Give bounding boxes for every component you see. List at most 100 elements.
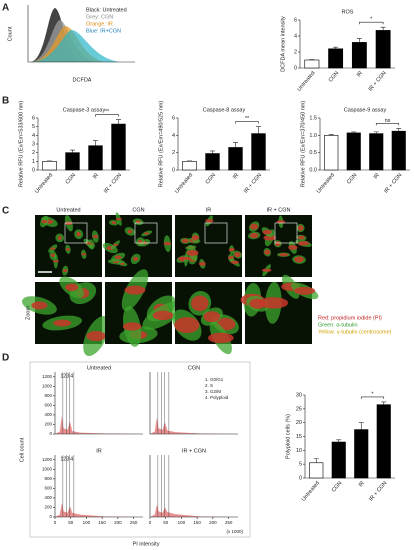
gate-legend: 3. G2/M: [205, 389, 221, 394]
x-tick-label: IR: [232, 172, 240, 180]
micrograph: [102, 212, 172, 277]
y-tick-label: 1000: [42, 383, 53, 388]
significance: *: [370, 17, 373, 23]
error-bar: [336, 439, 342, 443]
y-tick-label: 1: [32, 159, 35, 165]
y-tick-label: 2: [294, 49, 297, 55]
nucleus: [133, 256, 139, 262]
nucleus: [198, 261, 206, 266]
significance: **: [105, 109, 110, 115]
column-label: IR: [206, 207, 212, 213]
x-tick-label: CGN: [65, 172, 77, 185]
nucleus: [186, 249, 199, 256]
y-tick-label: 0: [32, 167, 35, 173]
y-tick-label: 5: [299, 462, 302, 468]
nucleus: [258, 297, 289, 309]
axis: [54, 455, 143, 518]
legend-entry: Green: α-tubulin: [318, 322, 358, 328]
nucleus: [135, 220, 141, 224]
x-tick-label: IR: [92, 172, 100, 180]
nucleus: [234, 251, 241, 258]
nucleus: [115, 217, 122, 221]
x-tick-label: Untreated: [316, 172, 336, 194]
x-tick-label: 0: [54, 520, 57, 525]
gate-label: 4: [70, 456, 73, 462]
nucleus: [85, 242, 92, 245]
gate-label: 3: [66, 456, 69, 462]
bar: [65, 152, 80, 171]
nucleus: [111, 221, 117, 225]
x-tick-label: Untreated: [296, 70, 316, 92]
y-tick-label: 10: [296, 448, 302, 454]
x-tick-label: IR + CGN: [103, 172, 123, 194]
histogram-area: [150, 504, 238, 517]
panel-title: IR + CGN: [182, 448, 206, 454]
micrograph: [105, 269, 184, 347]
x-tick-label: CGN: [331, 480, 343, 493]
y-tick-label: 30: [296, 392, 302, 398]
y-tick-label: 6: [172, 115, 175, 121]
nucleus: [152, 310, 174, 321]
y-tick-label: 2: [172, 150, 175, 156]
x-tick-label: CGN: [328, 70, 340, 83]
x-tick-label: 250: [225, 520, 233, 525]
nucleus: [294, 286, 316, 295]
nucleus: [181, 238, 189, 243]
x-tick-label: Untreated: [301, 480, 321, 502]
x-tick-label: IR: [356, 70, 364, 78]
axis: [54, 372, 143, 435]
y-tick-label: 4: [294, 33, 297, 39]
error-bar: [328, 133, 334, 136]
bar: [369, 133, 384, 171]
zoom-box: [134, 222, 158, 244]
gate-legend: 1. G0/G1: [205, 377, 224, 382]
y-tick-label: 4: [172, 133, 175, 139]
y-axis-label: Polyploid cells (%): [285, 414, 291, 459]
error-bar: [93, 140, 98, 146]
y-tick-label: 800: [44, 393, 52, 398]
chart-title: Caspase-9 assay: [344, 107, 387, 113]
x-axis-label: PI intensity: [133, 541, 160, 547]
gate-legend: 2. S: [205, 383, 213, 388]
panel-title: IR: [96, 448, 102, 454]
bar: [354, 429, 369, 479]
nucleus: [65, 247, 70, 251]
histogram-area: [150, 417, 238, 434]
y-axis-label: Count: [7, 26, 13, 41]
error-bar: [333, 46, 339, 49]
nucleus: [297, 225, 304, 231]
x-tick-label: 100: [178, 520, 186, 525]
y-tick-label: 400: [44, 495, 52, 500]
nucleus: [174, 317, 200, 334]
column-label: CGN: [132, 207, 144, 213]
nucleus: [288, 245, 298, 250]
x-tick-label: IR: [358, 480, 366, 488]
nucleus: [52, 260, 60, 263]
y-tick-label: 3: [32, 141, 35, 147]
y-tick-label: 1.0: [309, 133, 317, 139]
y-axis-label: Relative RFU (Ex/Em=490/525 nm): [158, 101, 164, 188]
significance-bracket: [359, 21, 384, 25]
error-bar: [356, 38, 362, 43]
zoom-box: [64, 222, 88, 244]
nucleus: [76, 231, 81, 237]
significance-bracket: [235, 121, 259, 124]
error-bar: [210, 150, 215, 154]
nucleus: [264, 249, 271, 255]
bar: [182, 161, 197, 171]
legend-entry: Yellow: γ-tubulin (centrosome): [318, 329, 392, 335]
gate-label: 2: [63, 456, 66, 462]
gate-label: 4: [70, 373, 73, 379]
y-tick-label: 0: [49, 431, 52, 436]
flow-histogram: [27, 5, 135, 63]
x-tick-label: IR + CGN: [383, 172, 403, 194]
y-tick-label: 6: [294, 17, 297, 23]
significance-bracket: [375, 123, 400, 126]
error-bar: [381, 401, 387, 405]
y-tick-label: 0: [49, 514, 52, 519]
column-label: IR + CGN: [267, 207, 291, 213]
panel-label: C: [2, 206, 9, 217]
nucleus: [114, 255, 122, 260]
x-unit: (x 1000): [226, 529, 243, 534]
bar: [228, 147, 243, 171]
